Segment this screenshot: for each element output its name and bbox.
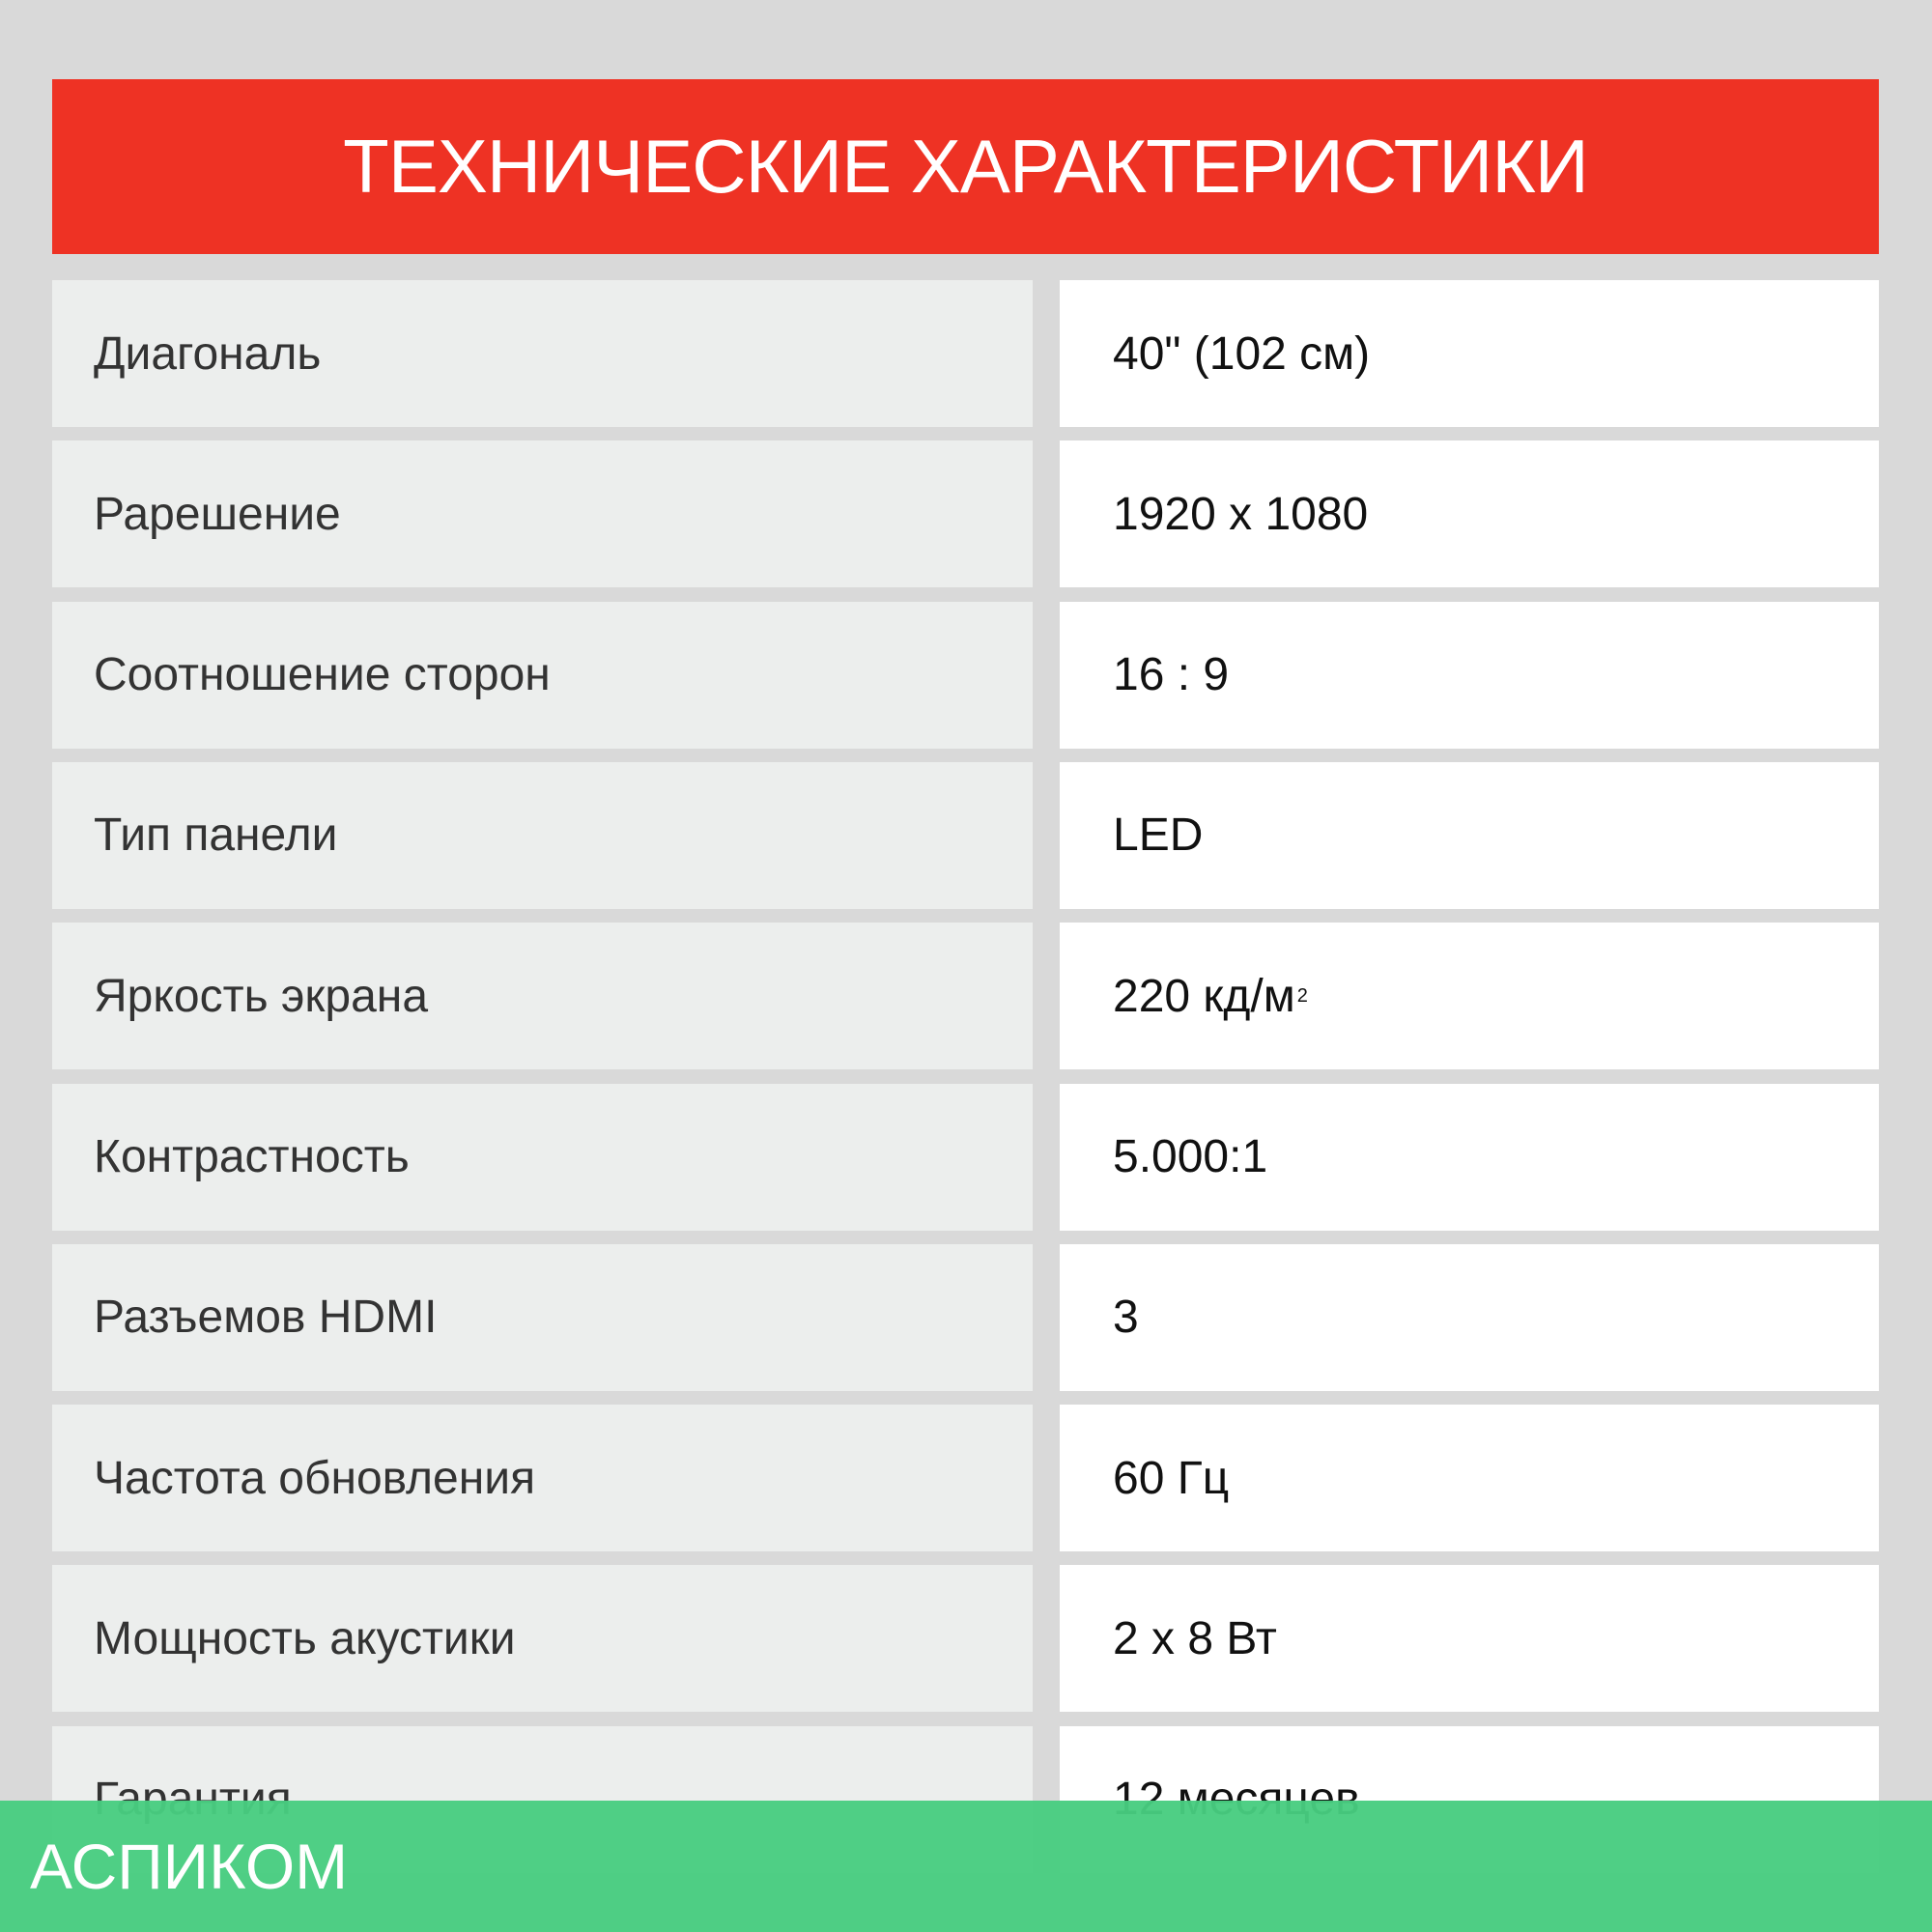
spec-value: 2 x 8 Вт: [1060, 1565, 1879, 1713]
spec-value: 1920 x 1080: [1060, 440, 1879, 588]
spec-label: Разъемов HDMI: [52, 1243, 1033, 1391]
spec-value-text: 1920 x 1080: [1113, 488, 1369, 540]
spec-value-text: 60 Гц: [1113, 1452, 1230, 1504]
spec-row: Мощность акустики 2 x 8 Вт: [52, 1565, 1879, 1713]
spec-value-text: 16 : 9: [1113, 649, 1230, 701]
spec-value-text: 3: [1113, 1292, 1139, 1344]
spec-value: 16 : 9: [1060, 601, 1879, 749]
spec-label: Яркость экрана: [52, 923, 1033, 1070]
spec-value: 5.000:1: [1060, 1083, 1879, 1231]
spec-label: Соотношение сторон: [52, 601, 1033, 749]
spec-value-text: 40" (102 см): [1113, 327, 1371, 380]
spec-label: Рарешение: [52, 440, 1033, 588]
spec-row: Яркость экрана 220 кд/м 2: [52, 923, 1879, 1070]
spec-label: Диагональ: [52, 280, 1033, 427]
spec-value-text: 5.000:1: [1113, 1131, 1268, 1182]
spec-row: Разъемов HDMI 3: [52, 1243, 1879, 1391]
spec-row: Частота обновления 60 Гц: [52, 1405, 1879, 1552]
spec-row: Диагональ 40" (102 см): [52, 280, 1879, 427]
spec-value: 3: [1060, 1243, 1879, 1391]
spec-label: Контрастность: [52, 1083, 1033, 1231]
watermark-bar: АСПИКОМ: [0, 1801, 1932, 1932]
spec-value: LED: [1060, 761, 1879, 909]
spec-value: 220 кд/м 2: [1060, 923, 1879, 1070]
spec-value: 40" (102 см): [1060, 280, 1879, 427]
spec-label: Мощность акустики: [52, 1565, 1033, 1713]
spec-label: Частота обновления: [52, 1405, 1033, 1552]
spec-value: 60 Гц: [1060, 1405, 1879, 1552]
spec-row: Соотношение сторон 16 : 9: [52, 601, 1879, 749]
watermark-text: АСПИКОМ: [30, 1831, 349, 1902]
page-title: ТЕХНИЧЕСКИЕ ХАРАКТЕРИСТИКИ: [343, 124, 1589, 209]
title-banner: ТЕХНИЧЕСКИЕ ХАРАКТЕРИСТИКИ: [52, 79, 1879, 254]
spec-value-text: LED: [1113, 810, 1204, 862]
spec-row: Рарешение 1920 x 1080: [52, 440, 1879, 588]
spec-value-superscript: 2: [1296, 984, 1308, 1007]
spec-row: Контрастность 5.000:1: [52, 1083, 1879, 1231]
spec-value-text: 2 x 8 Вт: [1113, 1612, 1277, 1664]
spec-value-text: 220 кд/м: [1113, 970, 1295, 1022]
spec-row: Тип панели LED: [52, 761, 1879, 909]
spec-label: Тип панели: [52, 761, 1033, 909]
